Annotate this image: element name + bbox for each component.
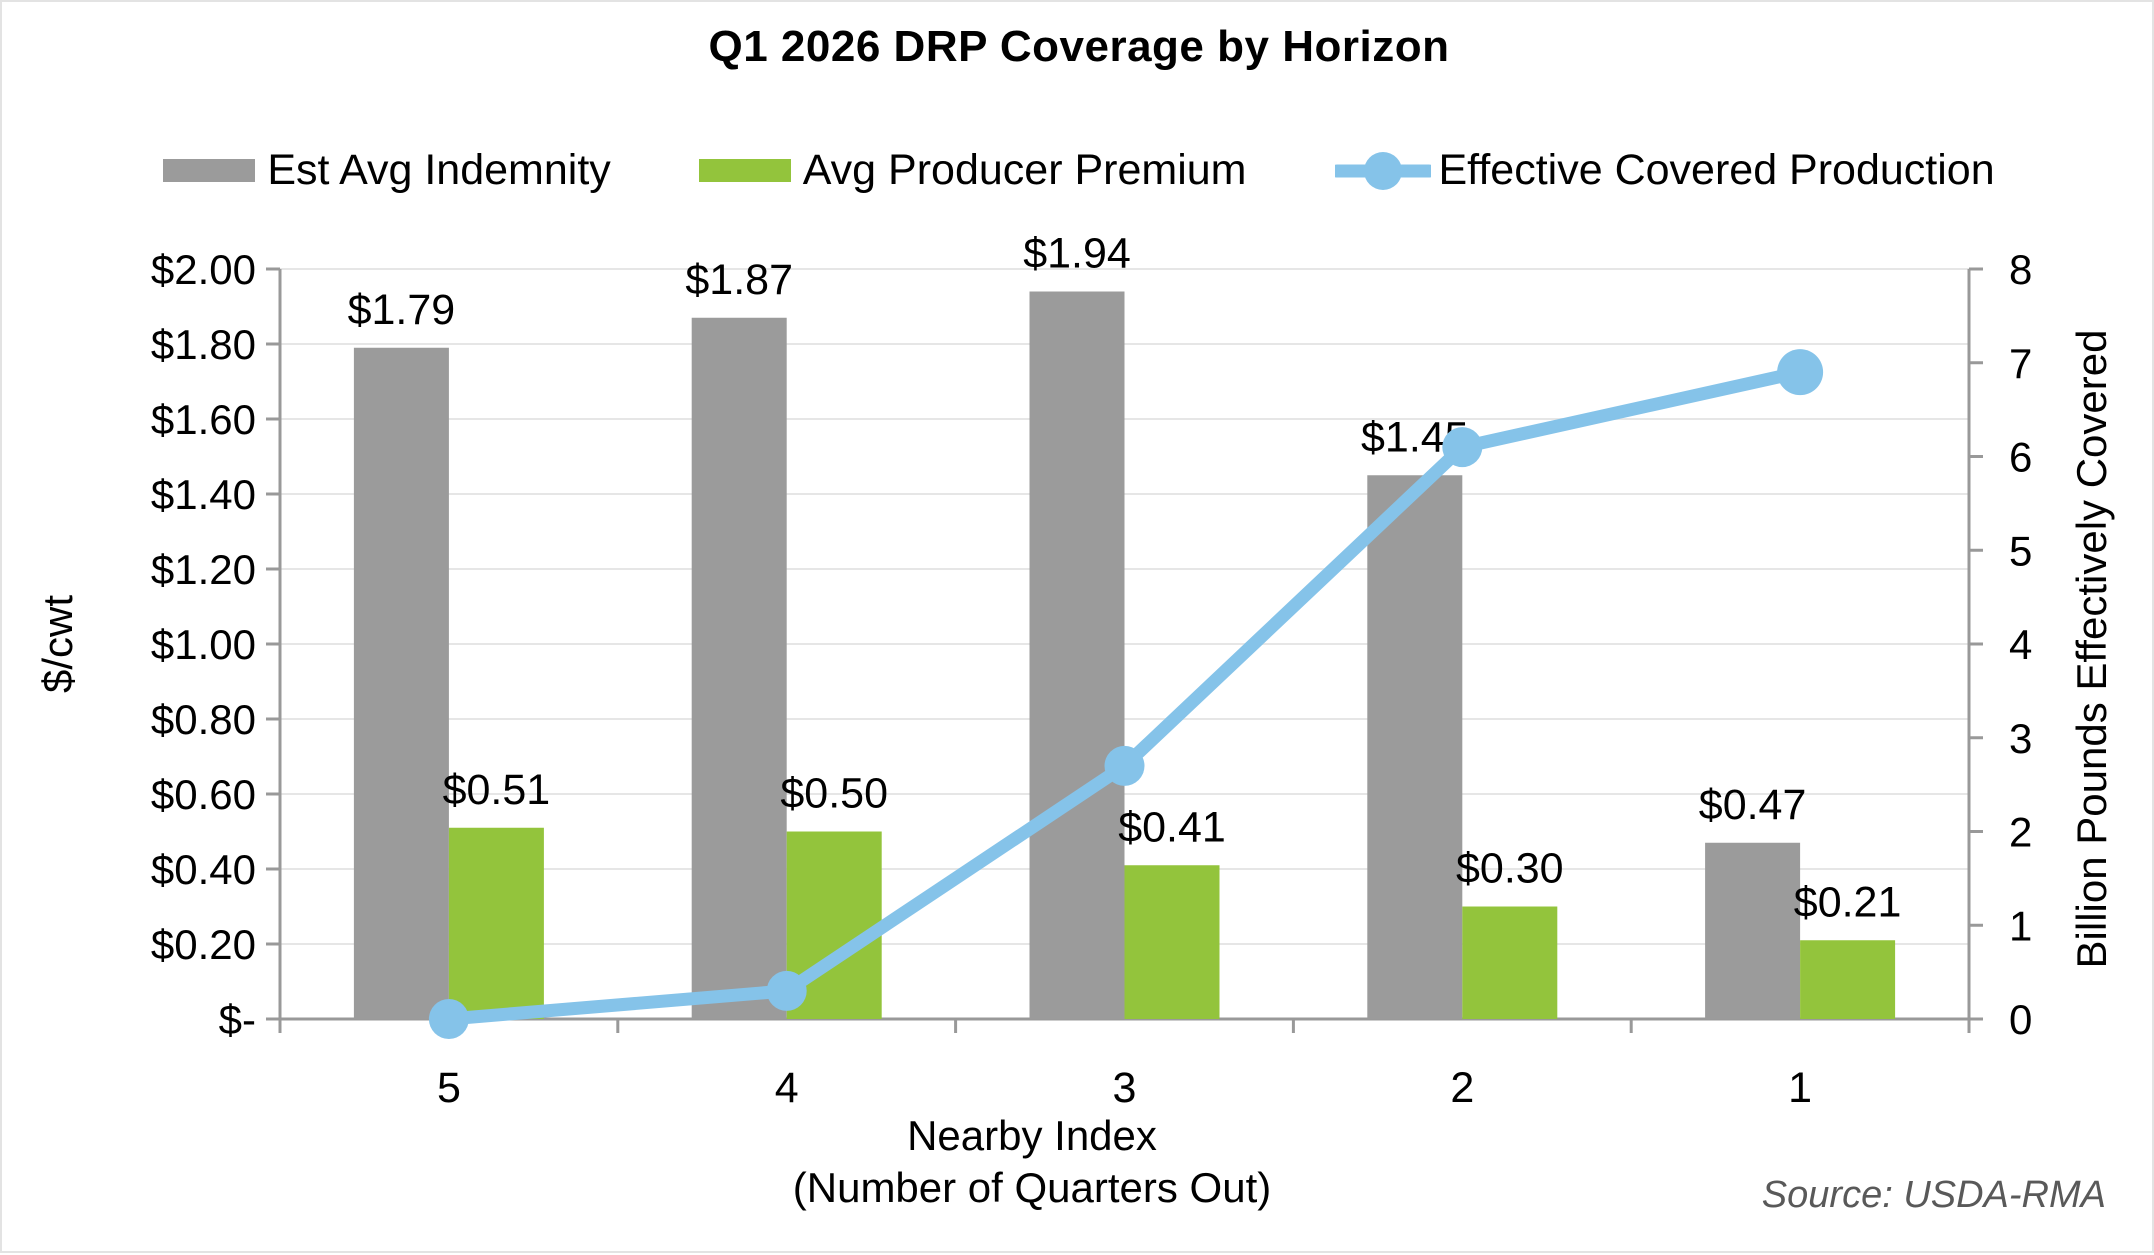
line-marker	[766, 970, 807, 1011]
bar-avg-producer-premium	[448, 827, 544, 1019]
bar-value-label: $1.94	[1023, 230, 1131, 278]
right-axis-tick-label: 1	[2009, 902, 2032, 949]
bar-est-avg-indemnity	[1705, 842, 1801, 1019]
bar-value-label: $0.50	[780, 770, 888, 818]
bar-value-label: $0.47	[1699, 781, 1807, 829]
left-axis-tick-label: $1.20	[151, 546, 256, 593]
line-marker	[428, 999, 469, 1039]
right-axis-tick-label: 4	[2009, 621, 2032, 668]
right-axis-tick-label: 5	[2009, 527, 2032, 574]
left-axis-tick-label: $1.40	[151, 471, 256, 518]
bar-avg-producer-premium	[1124, 865, 1220, 1019]
right-axis-tick-label: 0	[2009, 996, 2032, 1043]
bar-value-label: $1.87	[685, 256, 793, 304]
line-marker	[1442, 427, 1483, 468]
left-axis-title: $/cwt	[34, 594, 81, 694]
category-label: 1	[1788, 1064, 1812, 1112]
premium-bar-swatch-icon	[698, 159, 791, 182]
x-axis-title: Nearby Index (Number of Quarters Out)	[332, 1110, 1732, 1214]
left-axis-tick-label: $0.80	[151, 696, 256, 743]
line-marker	[1777, 349, 1824, 396]
right-axis-tick-label: 7	[2009, 340, 2032, 387]
legend: Est Avg Indemnity Avg Producer Premium E…	[2, 146, 2154, 195]
left-axis-tick-label: $1.80	[151, 321, 256, 368]
left-axis-tick-label: $0.20	[151, 921, 256, 968]
indemnity-bar-swatch-icon	[163, 159, 256, 182]
category-label: 2	[1450, 1064, 1474, 1112]
bar-value-label: $0.51	[443, 766, 551, 814]
left-axis-tick-label: $0.60	[151, 771, 256, 818]
bar-avg-producer-premium	[1800, 940, 1896, 1019]
chart-title: Q1 2026 DRP Coverage by Horizon	[708, 22, 1450, 71]
bar-est-avg-indemnity	[353, 347, 449, 1019]
left-axis-tick-label: $0.40	[151, 846, 256, 893]
x-axis-title-line2: (Number of Quarters Out)	[792, 1164, 1272, 1211]
right-axis-tick-label: 3	[2009, 715, 2032, 762]
bar-est-avg-indemnity	[691, 317, 787, 1019]
legend-label: Avg Producer Premium	[802, 146, 1247, 194]
right-axis-tick-label: 6	[2009, 434, 2032, 481]
bar-value-label: $0.21	[1794, 878, 1902, 926]
bar-avg-producer-premium	[1462, 906, 1558, 1019]
left-axis-tick-label: $-	[219, 996, 256, 1043]
source-note: Source: USDA-RMA	[1761, 1174, 2106, 1216]
x-axis-title-line1: Nearby Index	[907, 1112, 1157, 1159]
left-axis-tick-label: $1.60	[151, 396, 256, 443]
right-axis-tick-label: 8	[2009, 246, 2032, 293]
right-axis-tick-label: 2	[2009, 809, 2032, 856]
left-axis-tick-label: $2.00	[151, 246, 256, 293]
bar-est-avg-indemnity	[1367, 475, 1463, 1019]
bar-est-avg-indemnity	[1029, 291, 1125, 1019]
line-marker-swatch-icon	[1334, 151, 1431, 190]
legend-item-avg-producer-premium: Avg Producer Premium	[698, 146, 1247, 195]
line-marker	[1104, 745, 1145, 786]
left-axis-tick-label: $1.00	[151, 621, 256, 668]
category-label: 5	[437, 1064, 461, 1112]
category-label: 3	[1113, 1064, 1137, 1112]
right-axis-title: Billion Pounds Effectively Covered	[2068, 329, 2115, 969]
legend-item-est-avg-indemnity: Est Avg Indemnity	[163, 146, 611, 195]
legend-item-effective-covered-production: Effective Covered Production	[1334, 146, 1995, 195]
legend-label: Est Avg Indemnity	[267, 146, 611, 194]
category-label: 4	[775, 1064, 799, 1112]
legend-label: Effective Covered Production	[1438, 146, 1995, 194]
bar-value-label: $0.41	[1118, 803, 1226, 851]
bar-value-label: $0.30	[1456, 845, 1564, 893]
bar-value-label: $1.79	[348, 286, 456, 334]
